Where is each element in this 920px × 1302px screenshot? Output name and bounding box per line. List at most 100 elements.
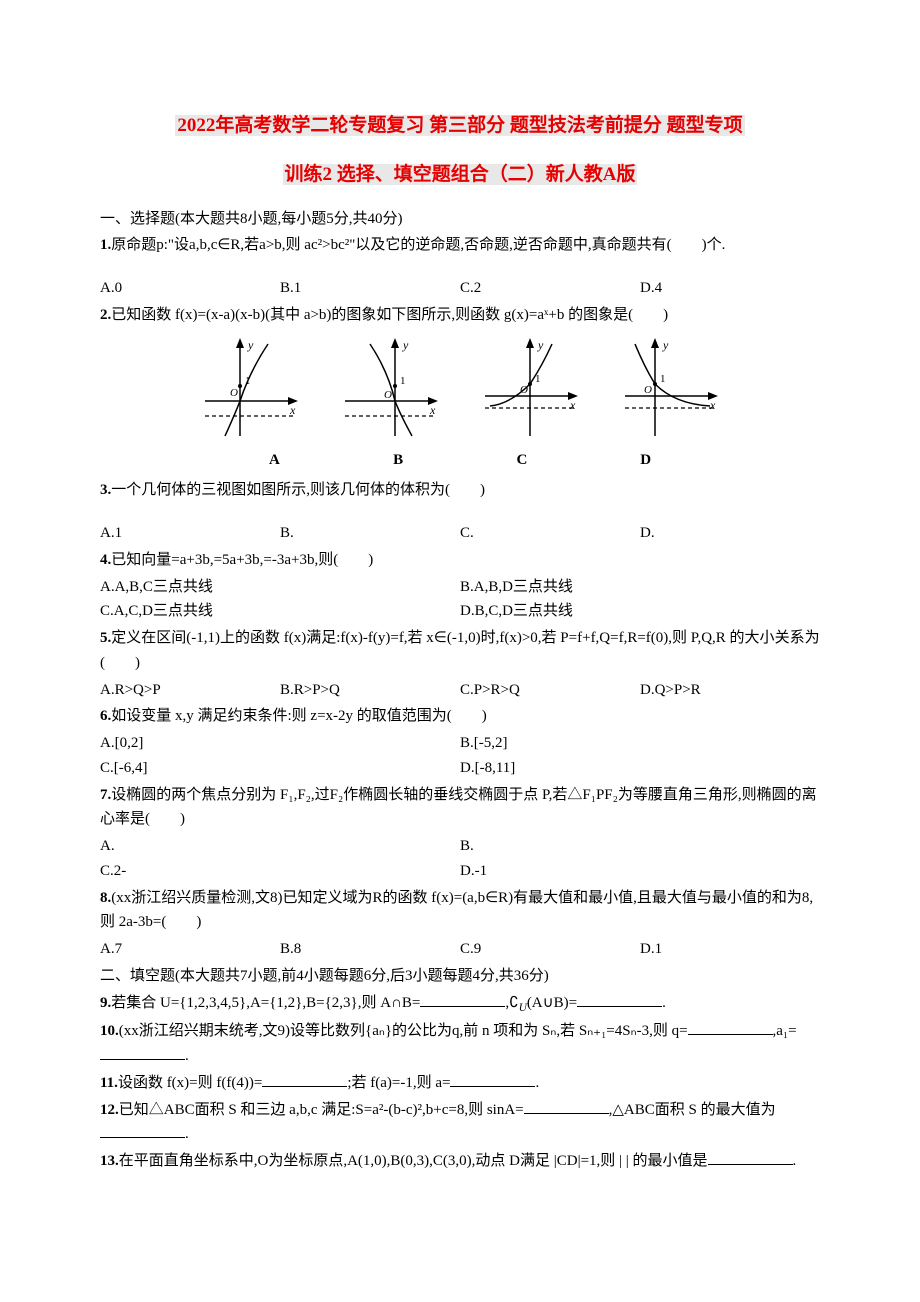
doc-title-1: 2022年高考数学二轮专题复习 第三部分 题型技法考前提分 题型专项 bbox=[175, 115, 744, 136]
question-1: 1.原命题p:"设a,b,c∈R,若a>b,则 ac²>bc²"以及它的逆命题,… bbox=[100, 233, 820, 258]
q10-num: 10. bbox=[100, 1023, 119, 1039]
svg-text:x: x bbox=[289, 403, 296, 417]
q3-text: 一个几何体的三视图如图所示,则该几何体的体积为( ) bbox=[111, 482, 485, 498]
svg-text:y: y bbox=[402, 338, 409, 352]
q7-opt-d: D.-1 bbox=[460, 859, 820, 884]
q5-options: A.R>Q>P B.R>P>Q C.P>R>Q D.Q>P>R bbox=[100, 678, 820, 703]
q9-text-b: ,∁ bbox=[505, 995, 518, 1011]
question-4: 4.已知向量=a+3b,=5a+3b,=-3a+3b,则( ) bbox=[100, 548, 820, 573]
question-12: 12.已知△ABC面积 S 和三边 a,b,c 满足:S=a²-(b-c)²,b… bbox=[100, 1098, 820, 1148]
q13-text-b: . bbox=[793, 1153, 797, 1169]
svg-text:O: O bbox=[230, 387, 238, 399]
q2-text: 已知函数 f(x)=(x-a)(x-b)(其中 a>b)的图象如下图所示,则函数… bbox=[111, 307, 668, 323]
q7-num: 7. bbox=[100, 787, 111, 803]
q4-num: 4. bbox=[100, 552, 111, 568]
q4-opt-d: D.B,C,D三点共线 bbox=[460, 599, 820, 624]
q12-num: 12. bbox=[100, 1102, 119, 1118]
q9-text-d: . bbox=[662, 995, 666, 1011]
q4-opt-c: C.A,C,D三点共线 bbox=[100, 599, 460, 624]
q1-options: A.0 B.1 C.2 D.4 bbox=[100, 276, 820, 301]
q9-text-a: 若集合 U={1,2,3,4,5},A={1,2},B={2,3},则 A∩B= bbox=[111, 995, 420, 1011]
question-10: 10.(xx浙江绍兴期末统考,文9)设等比数列{aₙ}的公比为q,前 n 项和为… bbox=[100, 1019, 820, 1069]
q5-num: 5. bbox=[100, 630, 111, 646]
diagram-b: y x O 1 bbox=[340, 336, 440, 446]
q7-opt-a: A. bbox=[100, 834, 460, 859]
q10-text-c: . bbox=[185, 1048, 189, 1064]
q5-opt-d: D.Q>P>R bbox=[640, 678, 820, 703]
q4-opt-a: A.A,B,C三点共线 bbox=[100, 575, 460, 600]
q9-text-c: (A∪B)= bbox=[527, 995, 577, 1011]
q1-opt-b: B.1 bbox=[280, 276, 460, 301]
q6-opt-a: A.[0,2] bbox=[100, 731, 460, 756]
label-b: B bbox=[338, 448, 458, 473]
diagram-c: y x O 1 bbox=[480, 336, 580, 446]
q8-options: A.7 B.8 C.9 D.1 bbox=[100, 937, 820, 962]
q10-blank-1 bbox=[688, 1020, 773, 1035]
q1-opt-c: C.2 bbox=[460, 276, 640, 301]
q11-text-a: 设函数 f(x)=则 f(f(4))= bbox=[118, 1075, 262, 1091]
q3-opt-d: D. bbox=[640, 521, 820, 546]
q13-text-a: 在平面直角坐标系中,O为坐标原点,A(1,0),B(0,3),C(3,0),动点… bbox=[119, 1153, 708, 1169]
q4-options: A.A,B,C三点共线 B.A,B,D三点共线 C.A,C,D三点共线 D.B,… bbox=[100, 575, 820, 625]
svg-text:x: x bbox=[429, 403, 436, 417]
q6-num: 6. bbox=[100, 708, 111, 724]
q7-opt-c: C.2- bbox=[100, 859, 460, 884]
q5-opt-b: B.R>P>Q bbox=[280, 678, 460, 703]
svg-text:x: x bbox=[569, 398, 576, 412]
q5-opt-c: C.P>R>Q bbox=[460, 678, 640, 703]
q7-text: 设椭圆的两个焦点分别为 F₁,F₂,过F₂作椭圆长轴的垂线交椭圆于点 P,若△F… bbox=[100, 787, 817, 828]
q12-blank-1 bbox=[524, 1099, 609, 1114]
q8-opt-d: D.1 bbox=[640, 937, 820, 962]
q8-opt-c: C.9 bbox=[460, 937, 640, 962]
question-6: 6.如设变量 x,y 满足约束条件:则 z=x-2y 的取值范围为( ) bbox=[100, 704, 820, 729]
q11-blank-2 bbox=[450, 1072, 535, 1087]
q9-blank-2 bbox=[577, 992, 662, 1007]
label-d: D bbox=[586, 448, 706, 473]
q10-text-a: (xx浙江绍兴期末统考,文9)设等比数列{aₙ}的公比为q,前 n 项和为 Sₙ… bbox=[119, 1023, 688, 1039]
q12-text-b: ,△ABC面积 S 的最大值为 bbox=[609, 1102, 776, 1118]
q11-text-c: . bbox=[535, 1075, 539, 1091]
q6-text: 如设变量 x,y 满足约束条件:则 z=x-2y 的取值范围为( ) bbox=[111, 708, 487, 724]
q6-options: A.[0,2] B.[-5,2] C.[-6,4] D.[-8,11] bbox=[100, 731, 820, 781]
svg-text:O: O bbox=[384, 389, 392, 401]
q1-opt-a: A.0 bbox=[100, 276, 280, 301]
q12-blank-2 bbox=[100, 1123, 185, 1138]
q13-num: 13. bbox=[100, 1153, 119, 1169]
svg-text:y: y bbox=[662, 338, 669, 352]
q2-num: 2. bbox=[100, 307, 111, 323]
question-2: 2.已知函数 f(x)=(x-a)(x-b)(其中 a>b)的图象如下图所示,则… bbox=[100, 303, 820, 328]
q7-opt-b: B. bbox=[460, 834, 820, 859]
q1-opt-d: D.4 bbox=[640, 276, 820, 301]
q4-text: 已知向量=a+3b,=5a+3b,=-3a+3b,则( ) bbox=[111, 552, 373, 568]
section-b-heading: 二、填空题(本大题共7小题,前4小题每题6分,后3小题每题4分,共36分) bbox=[100, 964, 820, 989]
svg-text:1: 1 bbox=[400, 375, 406, 387]
q11-blank-1 bbox=[262, 1072, 347, 1087]
q13-blank-1 bbox=[708, 1150, 793, 1165]
q10-text-b: ,a₁= bbox=[773, 1023, 797, 1039]
q6-opt-d: D.[-8,11] bbox=[460, 756, 820, 781]
diagrams-row: y x O 1 y x O 1 y bbox=[100, 336, 820, 446]
question-9: 9.若集合 U={1,2,3,4,5},A={1,2},B={2,3},则 A∩… bbox=[100, 991, 820, 1018]
q3-num: 3. bbox=[100, 482, 111, 498]
question-3: 3.一个几何体的三视图如图所示,则该几何体的体积为( ) bbox=[100, 478, 820, 503]
svg-text:1: 1 bbox=[660, 373, 666, 385]
diagram-labels: A B C D bbox=[100, 448, 820, 473]
q8-text: (xx浙江绍兴质量检测,文8)已知定义域为R的函数 f(x)=(a,b∈R)有最… bbox=[100, 890, 813, 931]
svg-text:y: y bbox=[247, 338, 254, 352]
q10-blank-2 bbox=[100, 1045, 185, 1060]
q8-opt-a: A.7 bbox=[100, 937, 280, 962]
question-11: 11.设函数 f(x)=则 f(f(4))=;若 f(a)=-1,则 a=. bbox=[100, 1071, 820, 1096]
q12-text-a: 已知△ABC面积 S 和三边 a,b,c 满足:S=a²-(b-c)²,b+c=… bbox=[119, 1102, 524, 1118]
question-5: 5.定义在区间(-1,1)上的函数 f(x)满足:f(x)-f(y)=f,若 x… bbox=[100, 626, 820, 676]
q11-num: 11. bbox=[100, 1075, 118, 1091]
q5-text: 定义在区间(-1,1)上的函数 f(x)满足:f(x)-f(y)=f,若 x∈(… bbox=[100, 630, 820, 671]
q6-opt-b: B.[-5,2] bbox=[460, 731, 820, 756]
q7-options: A. B. C.2- D.-1 bbox=[100, 834, 820, 884]
question-13: 13.在平面直角坐标系中,O为坐标原点,A(1,0),B(0,3),C(3,0)… bbox=[100, 1149, 820, 1174]
doc-title-2: 训练2 选择、填空题组合（二）新人教A版 bbox=[283, 164, 638, 185]
diagram-d: y x O 1 bbox=[620, 336, 720, 446]
question-7: 7.设椭圆的两个焦点分别为 F₁,F₂,过F₂作椭圆长轴的垂线交椭圆于点 P,若… bbox=[100, 783, 820, 833]
q9-num: 9. bbox=[100, 995, 111, 1011]
diagram-a: y x O 1 bbox=[200, 336, 300, 446]
q3-opt-c: C. bbox=[460, 521, 640, 546]
